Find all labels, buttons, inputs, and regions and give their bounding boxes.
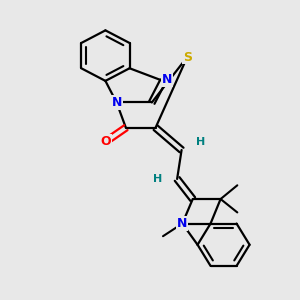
Text: S: S — [183, 51, 192, 64]
Text: H: H — [196, 137, 205, 147]
Text: H: H — [153, 174, 162, 184]
Text: O: O — [100, 135, 111, 148]
Text: N: N — [161, 73, 172, 86]
Text: N: N — [111, 96, 122, 109]
Text: N: N — [177, 217, 188, 230]
